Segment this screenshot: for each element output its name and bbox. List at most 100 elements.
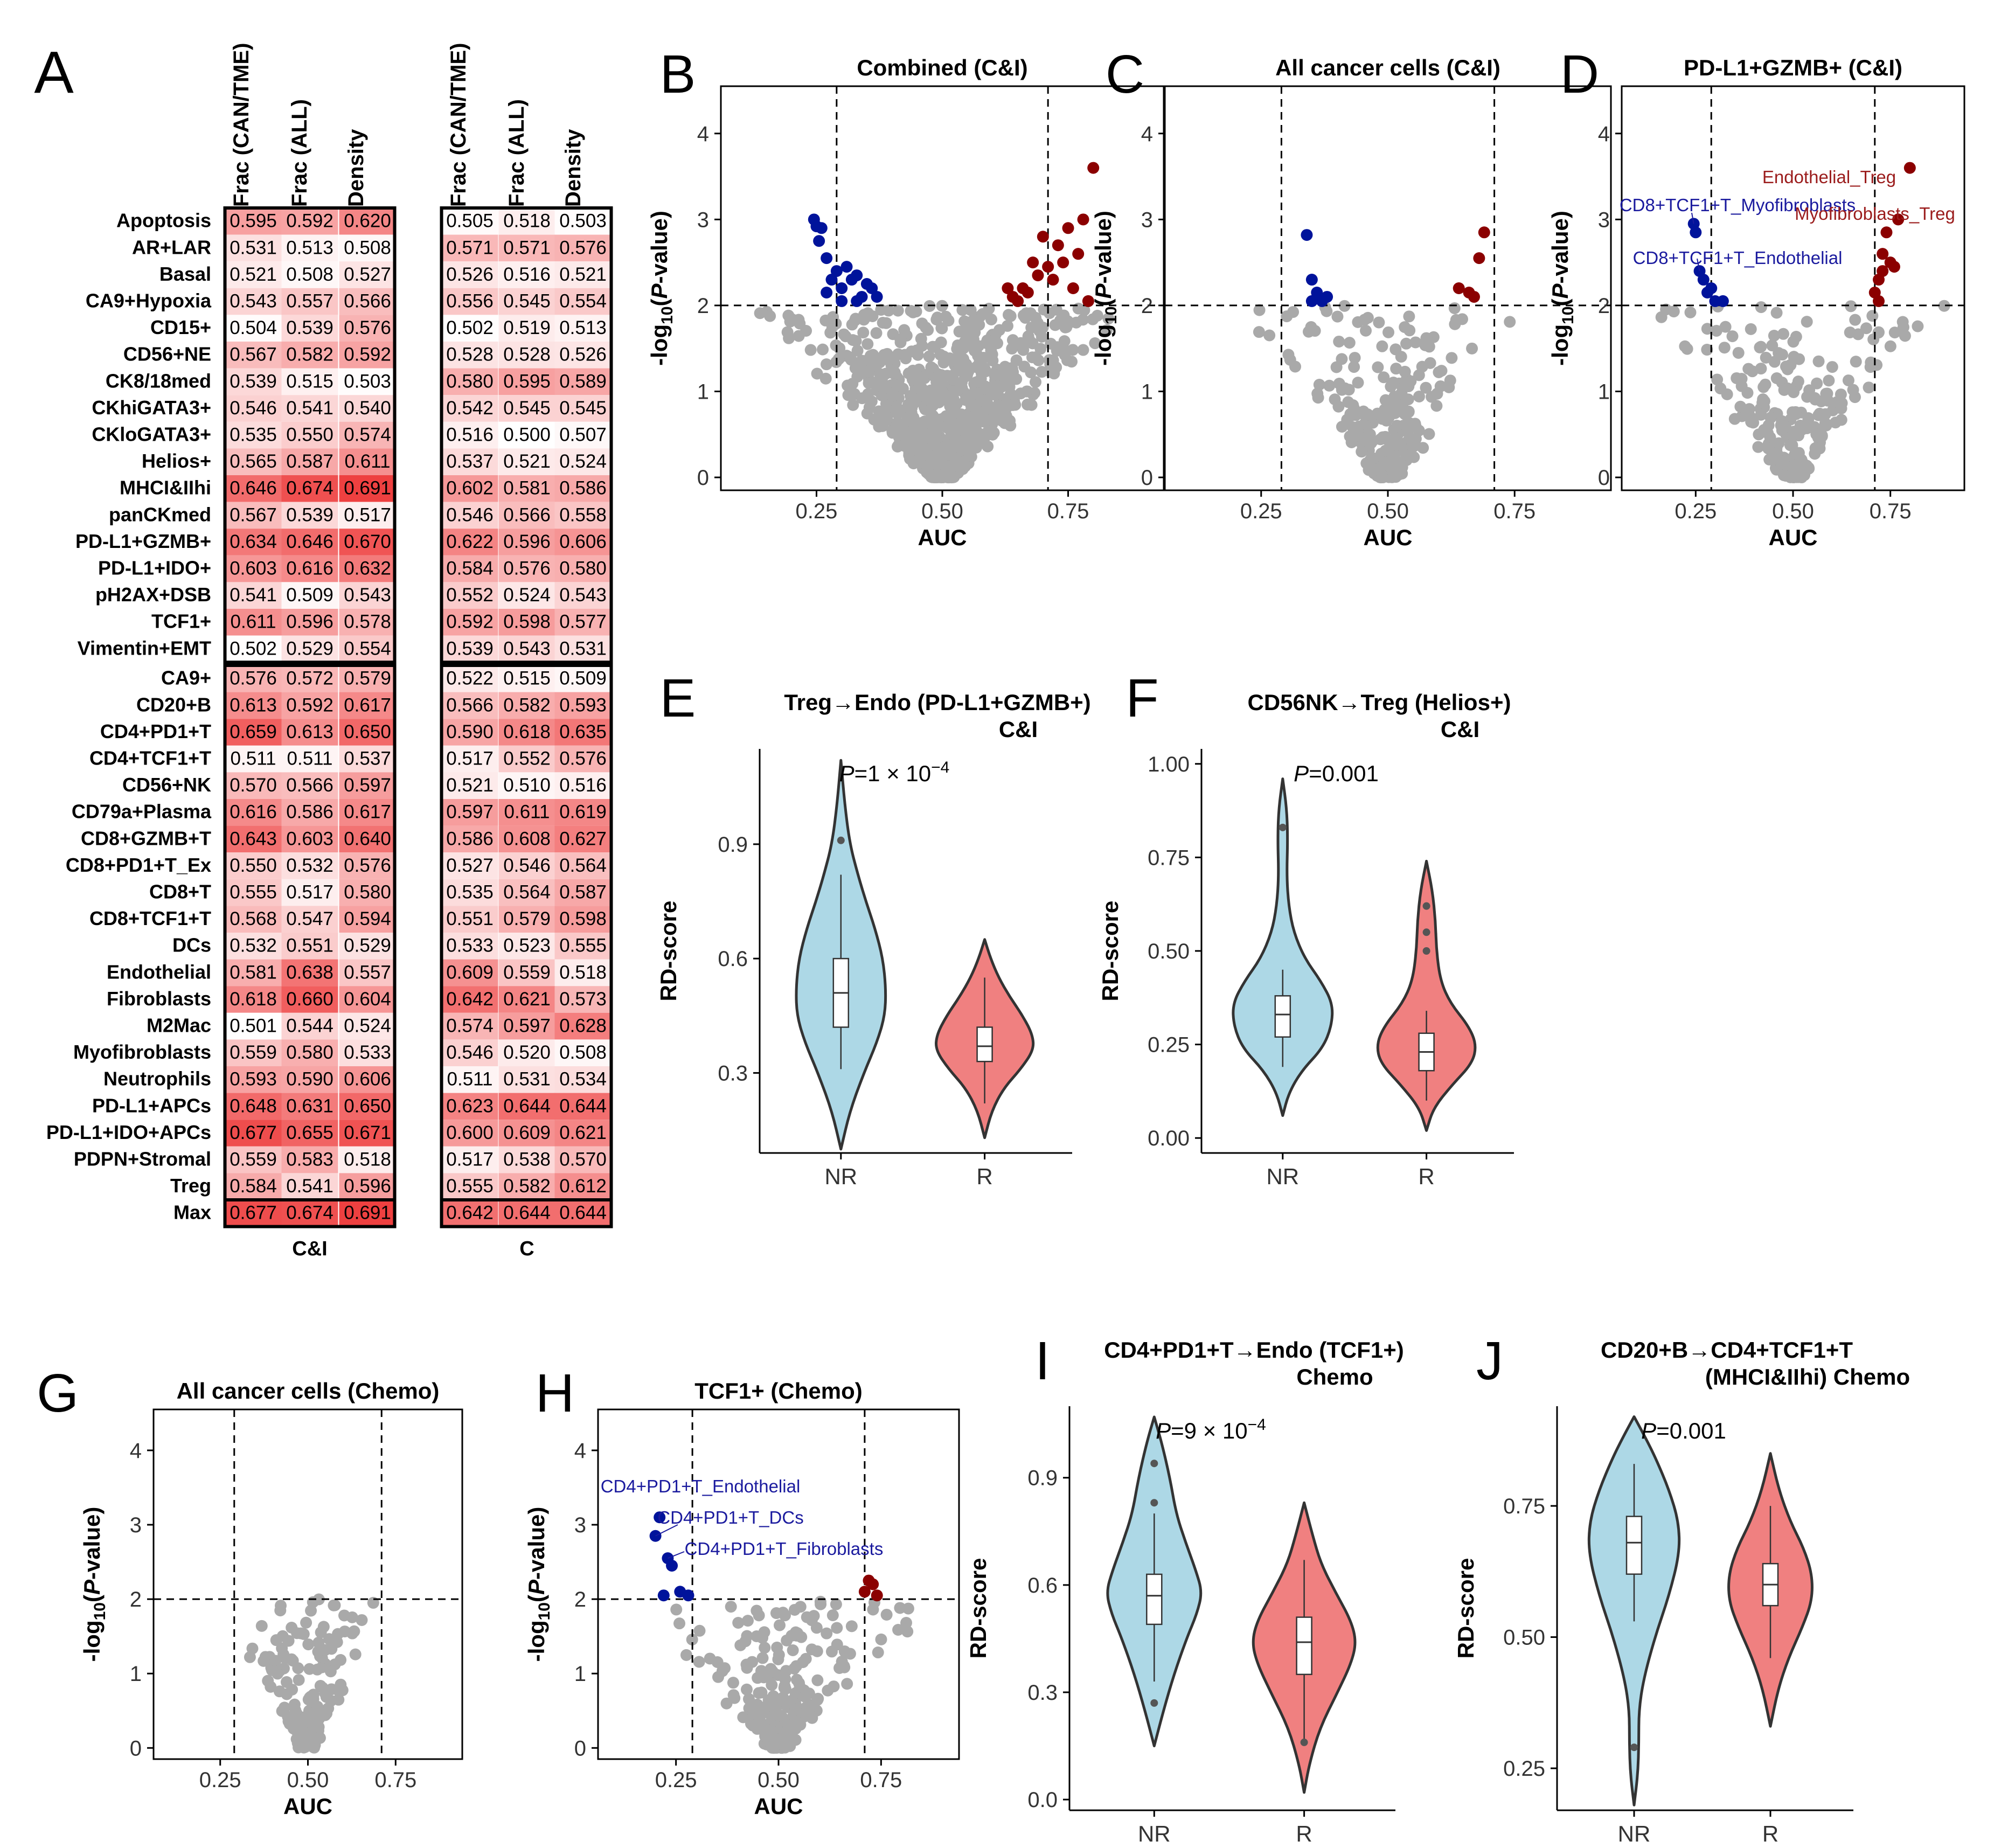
non-significant-point	[892, 1623, 905, 1636]
non-significant-point	[1379, 430, 1392, 443]
non-significant-point	[789, 1703, 802, 1715]
non-significant-point	[793, 1677, 805, 1689]
non-significant-point	[1753, 428, 1765, 441]
cell-value: 0.522	[446, 668, 494, 689]
significant-low-point	[1717, 295, 1729, 307]
non-significant-point	[764, 310, 776, 322]
heatmap-cell	[339, 906, 396, 933]
heatmap-cell	[281, 1093, 338, 1120]
non-significant-point	[930, 428, 942, 441]
cell-value: 0.616	[286, 558, 334, 579]
cell-value: 0.501	[230, 1016, 277, 1037]
non-significant-point	[1031, 317, 1044, 329]
heatmap-cell	[281, 825, 338, 853]
cell-value: 0.587	[559, 882, 607, 903]
cell-value: 0.576	[344, 855, 391, 876]
outlier-point	[1150, 1499, 1158, 1507]
y-axis-label-part: P	[524, 1579, 549, 1595]
cell-value: 0.580	[286, 1042, 334, 1063]
y-axis-label-part: 10	[91, 1602, 109, 1620]
non-significant-point	[1755, 301, 1767, 314]
panel-i-violin: I CD4+PD1+T→Endo (TCF1+)Chemo 0.0 0.3 0.6 0.9…	[965, 1331, 1404, 1846]
label-connector	[1691, 212, 1694, 224]
non-significant-point	[849, 362, 861, 374]
non-significant-point	[356, 1614, 368, 1626]
heatmap-cell	[339, 234, 396, 262]
heatmap-cell	[498, 342, 555, 369]
cell-value: 0.611	[504, 802, 550, 823]
cell-value: 0.546	[446, 504, 494, 525]
cell-value: 0.529	[344, 935, 391, 956]
heatmap-cell	[281, 555, 338, 582]
row-label: panCKmed	[109, 503, 211, 525]
heatmap-cell	[281, 529, 338, 555]
heatmap-cell	[441, 475, 498, 502]
cell-value: 0.557	[344, 962, 391, 983]
point-annotation: CD4+PD1+T_DCs	[657, 1507, 803, 1527]
cell-value: 0.527	[344, 264, 391, 285]
significant-high-point	[1072, 248, 1085, 260]
heatmap-cell	[225, 906, 282, 933]
cell-value: 0.617	[344, 694, 391, 715]
non-significant-point	[291, 1726, 303, 1738]
non-significant-point	[1796, 423, 1808, 436]
cell-value: 0.545	[559, 398, 607, 419]
non-significant-point	[275, 1600, 287, 1612]
non-significant-point	[1390, 433, 1402, 445]
non-significant-point	[1884, 340, 1896, 352]
non-significant-point	[1402, 449, 1415, 461]
cell-value: 0.642	[446, 989, 494, 1010]
cell-value: 0.517	[344, 504, 391, 525]
cell-value: 0.609	[503, 1122, 551, 1143]
cell-value: 0.508	[286, 264, 334, 285]
cell-value: 0.552	[446, 585, 494, 606]
cell-value: 0.555	[446, 1176, 494, 1197]
row-label: pH2AX+DSB	[95, 583, 211, 606]
cell-value: 0.581	[230, 962, 277, 983]
non-significant-point	[793, 330, 805, 342]
non-significant-point	[894, 333, 907, 345]
non-significant-point	[1390, 363, 1402, 375]
y-tick-label: 0.50	[1503, 1626, 1545, 1650]
heatmap-cell	[554, 368, 612, 395]
heatmap-cell	[225, 1146, 282, 1173]
heatmap-cell	[225, 529, 282, 555]
cell-value: 0.538	[503, 1149, 551, 1170]
non-significant-point	[1776, 415, 1788, 427]
heatmap-cell	[554, 906, 612, 933]
cell-value: 0.509	[559, 668, 607, 689]
cell-value: 0.526	[559, 344, 607, 365]
non-significant-point	[1823, 374, 1835, 387]
heatmap-cell	[225, 1012, 282, 1040]
non-significant-point	[1022, 398, 1034, 411]
non-significant-point	[1420, 381, 1432, 394]
non-significant-point	[783, 332, 795, 344]
violin-nr	[1232, 777, 1334, 1117]
cell-value: 0.524	[559, 451, 607, 472]
heatmap-cell	[225, 1066, 282, 1093]
y-axis-label-part: P	[79, 1579, 105, 1595]
non-significant-point	[849, 388, 861, 400]
non-significant-point	[1448, 302, 1461, 315]
heatmap-cell	[554, 582, 612, 609]
non-significant-point	[967, 432, 979, 444]
non-significant-point	[842, 379, 854, 392]
non-significant-point	[863, 377, 875, 390]
non-significant-point	[758, 1626, 770, 1638]
heatmap-cell	[225, 502, 282, 529]
non-significant-point	[673, 1617, 686, 1630]
cell-value: 0.584	[230, 1176, 277, 1197]
non-significant-point	[346, 1627, 358, 1639]
non-significant-point	[842, 350, 854, 363]
cell-value: 0.592	[344, 344, 391, 365]
cell-value: 0.616	[230, 802, 277, 823]
cell-value: 0.582	[503, 694, 551, 715]
heatmap-cell	[225, 665, 282, 692]
significant-low-point	[654, 1511, 666, 1524]
outlier-point	[837, 836, 845, 844]
non-significant-point	[986, 428, 999, 441]
panel-a-heatmap: A Frac (CAN/TME) Frac (ALL) Density Frac (CA…	[34, 39, 613, 1260]
heatmap-cell	[225, 208, 282, 235]
grey-points	[670, 1595, 914, 1754]
